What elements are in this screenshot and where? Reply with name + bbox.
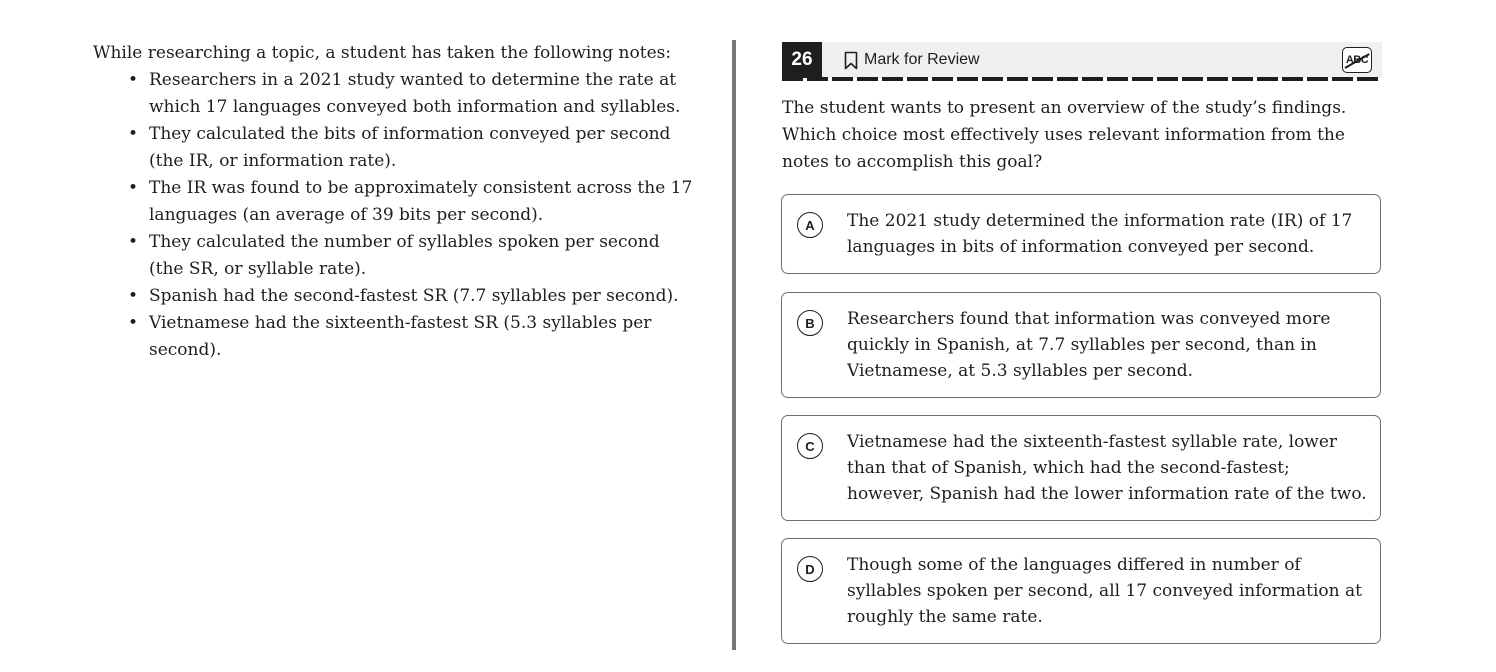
- note-item: Vietnamese had the sixteenth-fastest SR …: [93, 310, 693, 364]
- option-text: The 2021 study determined the informatio…: [847, 211, 1353, 257]
- note-item: They calculated the number of syllables …: [93, 229, 693, 283]
- question-text: The student wants to present an overview…: [782, 98, 1347, 172]
- option-a[interactable]: A The 2021 study determined the informat…: [781, 194, 1381, 274]
- answer-eliminator-button[interactable]: ABC: [1342, 47, 1372, 73]
- passage-intro: While researching a topic, a student has…: [93, 43, 672, 63]
- question-number: 26: [782, 42, 822, 78]
- passage-pane: While researching a topic, a student has…: [93, 40, 693, 364]
- abc-strikethrough-icon: ABC: [1344, 53, 1370, 69]
- option-c[interactable]: C Vietnamese had the sixteenth-fastest s…: [781, 415, 1381, 521]
- option-letter-badge: D: [797, 556, 823, 582]
- note-item: Researchers in a 2021 study wanted to de…: [93, 67, 693, 121]
- option-b[interactable]: B Researchers found that information was…: [781, 292, 1381, 398]
- note-item: Spanish had the second-fastest SR (7.7 s…: [93, 283, 693, 310]
- option-text: Vietnamese had the sixteenth-fastest syl…: [847, 432, 1367, 504]
- note-item: The IR was found to be approximately con…: [93, 175, 693, 229]
- option-letter-badge: B: [797, 310, 823, 336]
- option-letter-badge: C: [797, 433, 823, 459]
- option-d[interactable]: D Though some of the languages differed …: [781, 538, 1381, 644]
- option-letter-badge: A: [797, 212, 823, 238]
- question-header: 26 Mark for Review ABC: [782, 42, 1382, 78]
- note-item: They calculated the bits of information …: [93, 121, 693, 175]
- header-dashed-rule: [782, 77, 1382, 81]
- notes-list: Researchers in a 2021 study wanted to de…: [93, 67, 693, 364]
- bookmark-icon: [844, 51, 858, 69]
- option-text: Though some of the languages differed in…: [847, 555, 1362, 627]
- option-text: Researchers found that information was c…: [847, 309, 1331, 381]
- mark-for-review-label: Mark for Review: [864, 51, 980, 68]
- mark-for-review-button[interactable]: Mark for Review: [844, 42, 980, 78]
- pane-divider[interactable]: [732, 40, 736, 650]
